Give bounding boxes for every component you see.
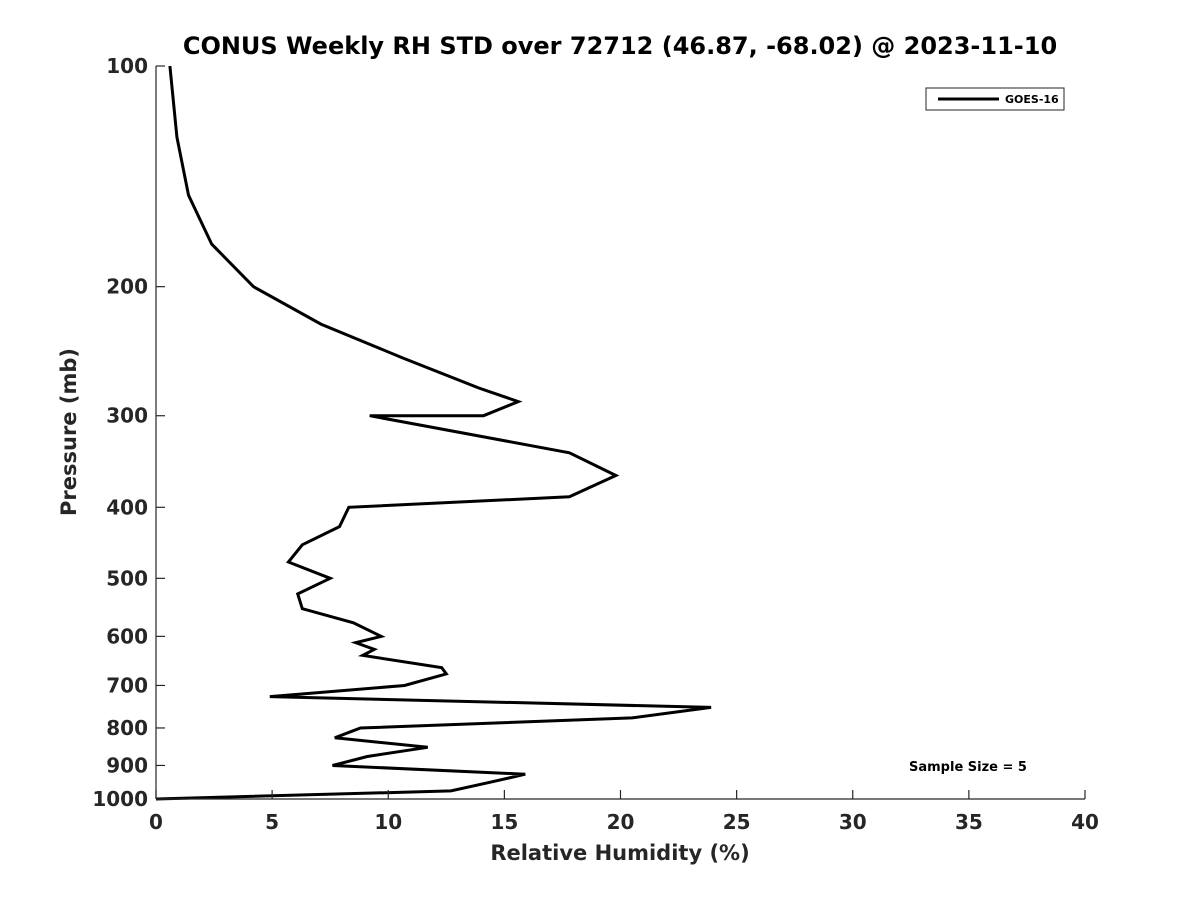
- y-tick-label: 100: [106, 54, 148, 78]
- y-tick-label: 300: [106, 404, 148, 428]
- x-axis: 0 5 10 15 20 25 30 35 40: [149, 790, 1099, 834]
- x-tick-label: 30: [839, 810, 867, 834]
- y-axis: 100 200 300 400 500 600 700 800 900 1000: [92, 54, 165, 811]
- x-tick-label: 10: [374, 810, 402, 834]
- series-line-goes-16: [155, 65, 712, 801]
- plot-area: [155, 65, 712, 801]
- legend: GOES-16: [925, 87, 1065, 111]
- x-tick-label: 5: [265, 810, 279, 834]
- x-tick-label: 15: [490, 810, 518, 834]
- y-tick-label: 1000: [92, 787, 148, 811]
- sample-size-annotation: Sample Size = 5: [909, 760, 1027, 775]
- y-tick-label: 400: [106, 495, 148, 519]
- x-tick-label: 0: [149, 810, 163, 834]
- y-tick-label: 500: [106, 566, 148, 590]
- legend-label-goes-16: GOES-16: [1005, 93, 1059, 106]
- chart-title: CONUS Weekly RH STD over 72712 (46.87, -…: [183, 32, 1057, 60]
- y-tick-label: 800: [106, 716, 148, 740]
- y-tick-label: 700: [106, 673, 148, 697]
- y-tick-label: 200: [106, 275, 148, 299]
- x-tick-label: 25: [723, 810, 751, 834]
- x-tick-label: 20: [607, 810, 635, 834]
- y-tick-label: 600: [106, 624, 148, 648]
- y-axis-label: Pressure (mb): [57, 348, 81, 516]
- y-tick-label: 900: [106, 753, 148, 777]
- x-axis-label: Relative Humidity (%): [490, 841, 749, 865]
- x-tick-label: 35: [955, 810, 983, 834]
- x-tick-label: 40: [1071, 810, 1099, 834]
